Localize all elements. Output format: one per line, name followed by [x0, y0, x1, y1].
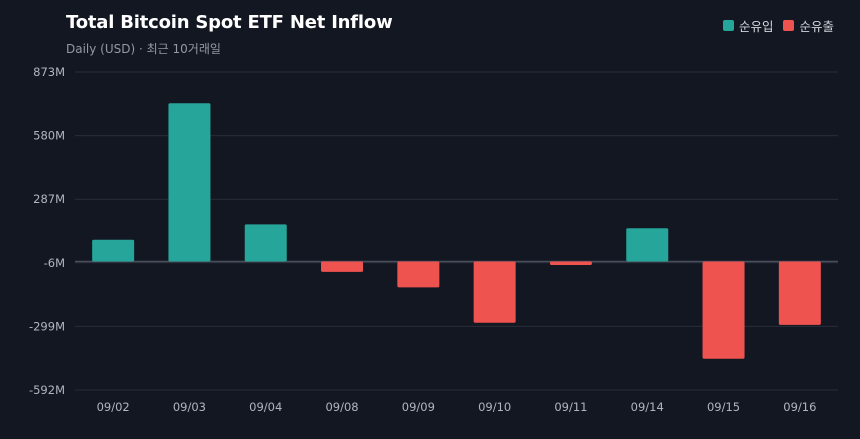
x-tick-label: 09/16	[783, 400, 816, 414]
legend-swatch-inflow	[722, 20, 734, 31]
bar[interactable]	[702, 261, 745, 359]
x-tick-label: 09/02	[97, 400, 130, 414]
chart-legend: 순유입 순유출	[722, 16, 834, 35]
x-tick-label: 09/03	[173, 400, 206, 414]
x-tick-label: 09/14	[631, 400, 664, 414]
legend-item-inflow[interactable]: 순유입	[722, 16, 774, 35]
bar[interactable]	[321, 261, 364, 272]
bar[interactable]	[778, 261, 821, 325]
y-tick-label: 287M	[33, 192, 65, 206]
legend-item-outflow[interactable]: 순유출	[783, 16, 834, 35]
bar[interactable]	[397, 261, 440, 288]
y-tick-label: 580M	[33, 129, 65, 143]
x-tick-label: 09/09	[402, 400, 435, 414]
bar[interactable]	[626, 228, 669, 262]
chart-title: Total Bitcoin Spot ETF Net Inflow	[66, 12, 393, 33]
x-tick-label: 09/10	[478, 400, 511, 414]
x-tick-label: 09/04	[249, 400, 282, 414]
bar[interactable]	[473, 261, 516, 323]
y-tick-label: -299M	[29, 319, 65, 333]
y-tick-label: -6M	[44, 256, 65, 270]
x-tick-label: 09/11	[554, 400, 587, 414]
legend-label-inflow: 순유입	[738, 19, 774, 34]
bar[interactable]	[92, 239, 135, 262]
bar[interactable]	[244, 224, 287, 262]
y-tick-label: -592M	[29, 383, 65, 397]
legend-label-outflow: 순유출	[799, 19, 834, 34]
x-tick-label: 09/15	[707, 400, 740, 414]
bar[interactable]	[549, 261, 592, 265]
chart-subtitle: Daily (USD) · 최근 10거래일	[66, 42, 221, 56]
bar[interactable]	[168, 103, 211, 262]
x-tick-label: 09/08	[325, 400, 358, 414]
legend-swatch-outflow	[783, 20, 795, 31]
y-tick-label: 873M	[33, 65, 65, 79]
